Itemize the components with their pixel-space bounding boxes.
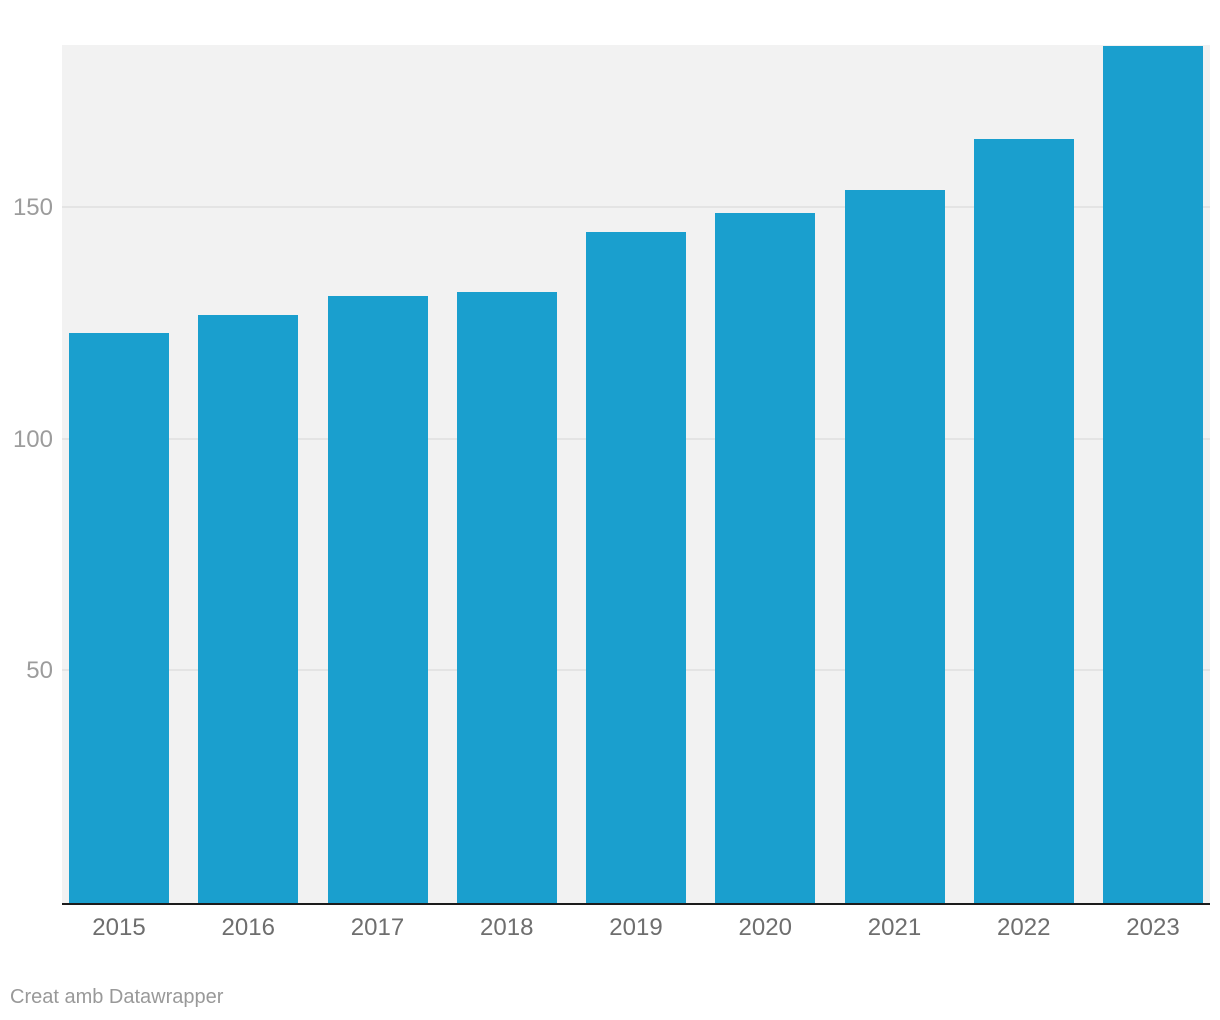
x-axis-tick-label: 2020 [738, 914, 792, 941]
bar-2021[interactable] [844, 189, 945, 903]
y-axis-tick-label: 50 [26, 657, 53, 685]
x-axis-tick-label: 2023 [1126, 914, 1180, 941]
y-axis-tick-label: 100 [12, 425, 53, 453]
gridline [62, 206, 1210, 209]
x-axis-tick-label: 2019 [609, 914, 663, 941]
x-axis-tick-label: 2018 [480, 914, 534, 941]
x-axis-line [62, 903, 1210, 905]
x-axis-tick-label: 2017 [350, 914, 405, 941]
bar-2019[interactable] [586, 231, 686, 903]
bar-2017[interactable] [327, 296, 428, 903]
bar-series [62, 45, 1210, 903]
bar-2016[interactable] [198, 314, 299, 903]
x-axis-tick-label: 2015 [92, 914, 146, 941]
bar-2018[interactable] [456, 291, 557, 903]
plot-area [62, 45, 1210, 905]
bar-2023[interactable] [1103, 46, 1203, 903]
bar-2020[interactable] [715, 213, 816, 903]
bar-2015[interactable] [69, 333, 169, 903]
attribution-link[interactable]: Creat amb Datawrapper [10, 986, 224, 1008]
x-axis-tick-label: 2016 [221, 914, 275, 941]
x-axis-tick-label: 2021 [867, 914, 922, 941]
x-axis: 2015 2016 2017 2018 2019 2020 2021 2022 2023 [62, 913, 1210, 943]
x-axis-tick-label: 2022 [997, 914, 1051, 941]
y-axis-tick-label: 150 [12, 194, 53, 222]
bar-2022[interactable] [973, 139, 1074, 903]
